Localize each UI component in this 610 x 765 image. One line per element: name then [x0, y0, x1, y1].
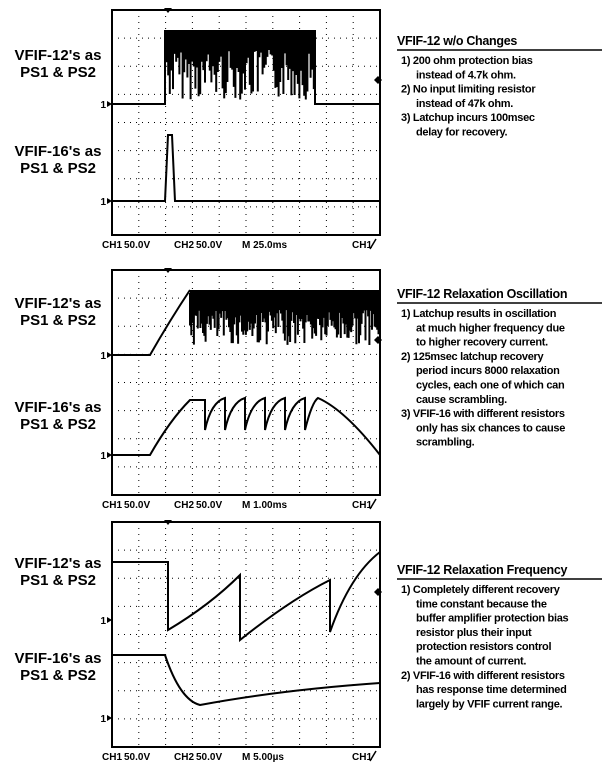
note-line: largely by VFIF current range.: [416, 698, 563, 710]
trace-marker: 1: [100, 451, 106, 462]
note-line: period incurs 8000 relaxation: [416, 365, 560, 377]
trace-label: PS1 & PS2: [20, 312, 96, 329]
trace-label: VFIF-16's as: [15, 650, 102, 667]
notes-title: VFIF-12 Relaxation Oscillation: [397, 287, 567, 301]
scope-label: 50.0V: [124, 240, 150, 251]
trace-band: [190, 290, 380, 304]
note-line: time constant because the: [416, 598, 547, 610]
page: VFIF-12's asPS1 & PS2VFIF-16's asPS1 & P…: [0, 0, 610, 765]
note-line: has response time determined: [416, 684, 567, 696]
notes-title: VFIF-12 Relaxation Frequency: [397, 563, 567, 577]
notes-title: VFIF-12 w/o Changes: [397, 34, 517, 48]
note-line: buffer amplifier protection bias: [416, 613, 569, 625]
trace-marker: 1: [100, 351, 106, 362]
trace-band: [165, 30, 315, 44]
scope-label: M 1.00ms: [242, 500, 287, 511]
note-line: the amount of current.: [416, 656, 526, 668]
scope-label: CH1: [102, 500, 122, 511]
scope-label: CH1: [102, 240, 122, 251]
note-line: instead of 47k ohm.: [416, 98, 513, 110]
note-line: resistor plus their input: [416, 627, 532, 639]
note-line: scrambling.: [416, 437, 475, 449]
scope-label: 50.0V: [196, 240, 222, 251]
scope-label: CH2: [174, 752, 194, 763]
note-line: 2) VFIF-16 with different resistors: [401, 670, 565, 682]
note-line: 3) Latchup incurs 100msec: [401, 112, 535, 124]
trace-label: PS1 & PS2: [20, 160, 96, 177]
scope-label: 50.0V: [196, 752, 222, 763]
note-line: instead of 4.7k ohm.: [416, 69, 516, 81]
trace-marker: 1: [100, 100, 106, 111]
note-line: 2) 125msec latchup recovery: [401, 351, 545, 363]
trace-label: VFIF-16's as: [15, 399, 102, 416]
note-line: cycles, each one of which can: [416, 380, 565, 392]
trace-label: VFIF-16's as: [15, 143, 102, 160]
note-line: to higher recovery current.: [416, 337, 548, 349]
trace-label: PS1 & PS2: [20, 64, 96, 81]
trace-marker: 1: [100, 714, 106, 725]
note-line: 2) No input limiting resistor: [401, 84, 536, 96]
trace-marker: 1: [100, 197, 106, 208]
trace-label: VFIF-12's as: [15, 555, 102, 572]
scope-label: CH1: [352, 752, 372, 763]
trace-label: VFIF-12's as: [15, 47, 102, 64]
scope-label: CH1: [352, 500, 372, 511]
note-line: 3) VFIF-16 with different resistors: [401, 408, 565, 420]
note-line: 1) 200 ohm protection bias: [401, 55, 533, 67]
scope-label: CH1: [102, 752, 122, 763]
scope-label: CH2: [174, 500, 194, 511]
scope-label: 50.0V: [196, 500, 222, 511]
trace-label: VFIF-12's as: [15, 295, 102, 312]
scope-label: M 25.0ms: [242, 240, 287, 251]
trace-label: PS1 & PS2: [20, 572, 96, 589]
note-line: delay for recovery.: [416, 127, 508, 139]
note-line: protection resistors control: [416, 641, 551, 653]
scope-label: M 5.00µs: [242, 752, 284, 763]
note-line: 1) Latchup results in oscillation: [401, 308, 557, 320]
trace-label: PS1 & PS2: [20, 416, 96, 433]
trace-marker: 1: [100, 616, 106, 627]
scope-label: 50.0V: [124, 500, 150, 511]
note-line: only has six chances to cause: [416, 422, 565, 434]
trace-label: PS1 & PS2: [20, 667, 96, 684]
scope-label: CH1: [352, 240, 372, 251]
note-line: cause scrambling.: [416, 394, 507, 406]
note-line: at much higher frequency due: [416, 322, 565, 334]
scope-label: 50.0V: [124, 752, 150, 763]
note-line: 1) Completely different recovery: [401, 584, 561, 596]
scope-label: CH2: [174, 240, 194, 251]
